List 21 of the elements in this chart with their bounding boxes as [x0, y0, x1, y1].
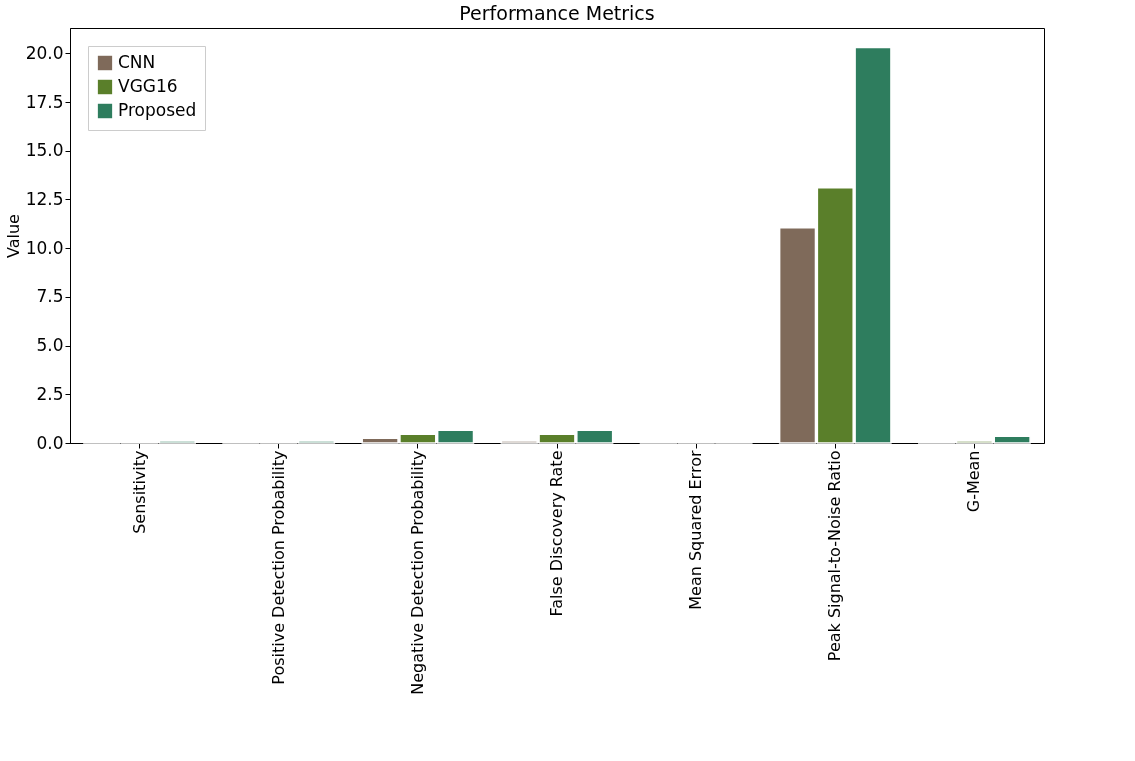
y-axis-title: Value [3, 214, 23, 258]
x-tick-label: Positive Detection Probability [268, 450, 288, 685]
y-tick-label: 10.0 [25, 237, 64, 258]
x-tick-label: Negative Detection Probability [407, 450, 427, 695]
legend-label: CNN [118, 52, 156, 72]
x-tick-label: G-Mean [964, 450, 984, 513]
legend-label: Proposed [118, 100, 197, 120]
chart-title: Performance Metrics [459, 2, 655, 24]
x-tick-label: Mean Squared Error [686, 450, 706, 610]
y-tick-label: 2.5 [36, 383, 64, 404]
y-tick-label: 5.0 [36, 335, 64, 356]
x-tick-label: Peak Signal-to-Noise Ratio [825, 450, 845, 662]
legend-label: VGG16 [118, 76, 178, 96]
y-tick-label: 15.0 [25, 140, 64, 161]
y-tick-label: 0.0 [36, 432, 64, 453]
y-tick-label: 7.5 [36, 286, 64, 307]
x-tick-label: False Discovery Rate [547, 450, 566, 617]
x-tick-label: Sensitivity [129, 450, 149, 534]
y-tick-label: 12.5 [25, 188, 64, 209]
y-tick-label: 20.0 [25, 42, 64, 63]
y-tick-label: 17.5 [25, 91, 64, 112]
